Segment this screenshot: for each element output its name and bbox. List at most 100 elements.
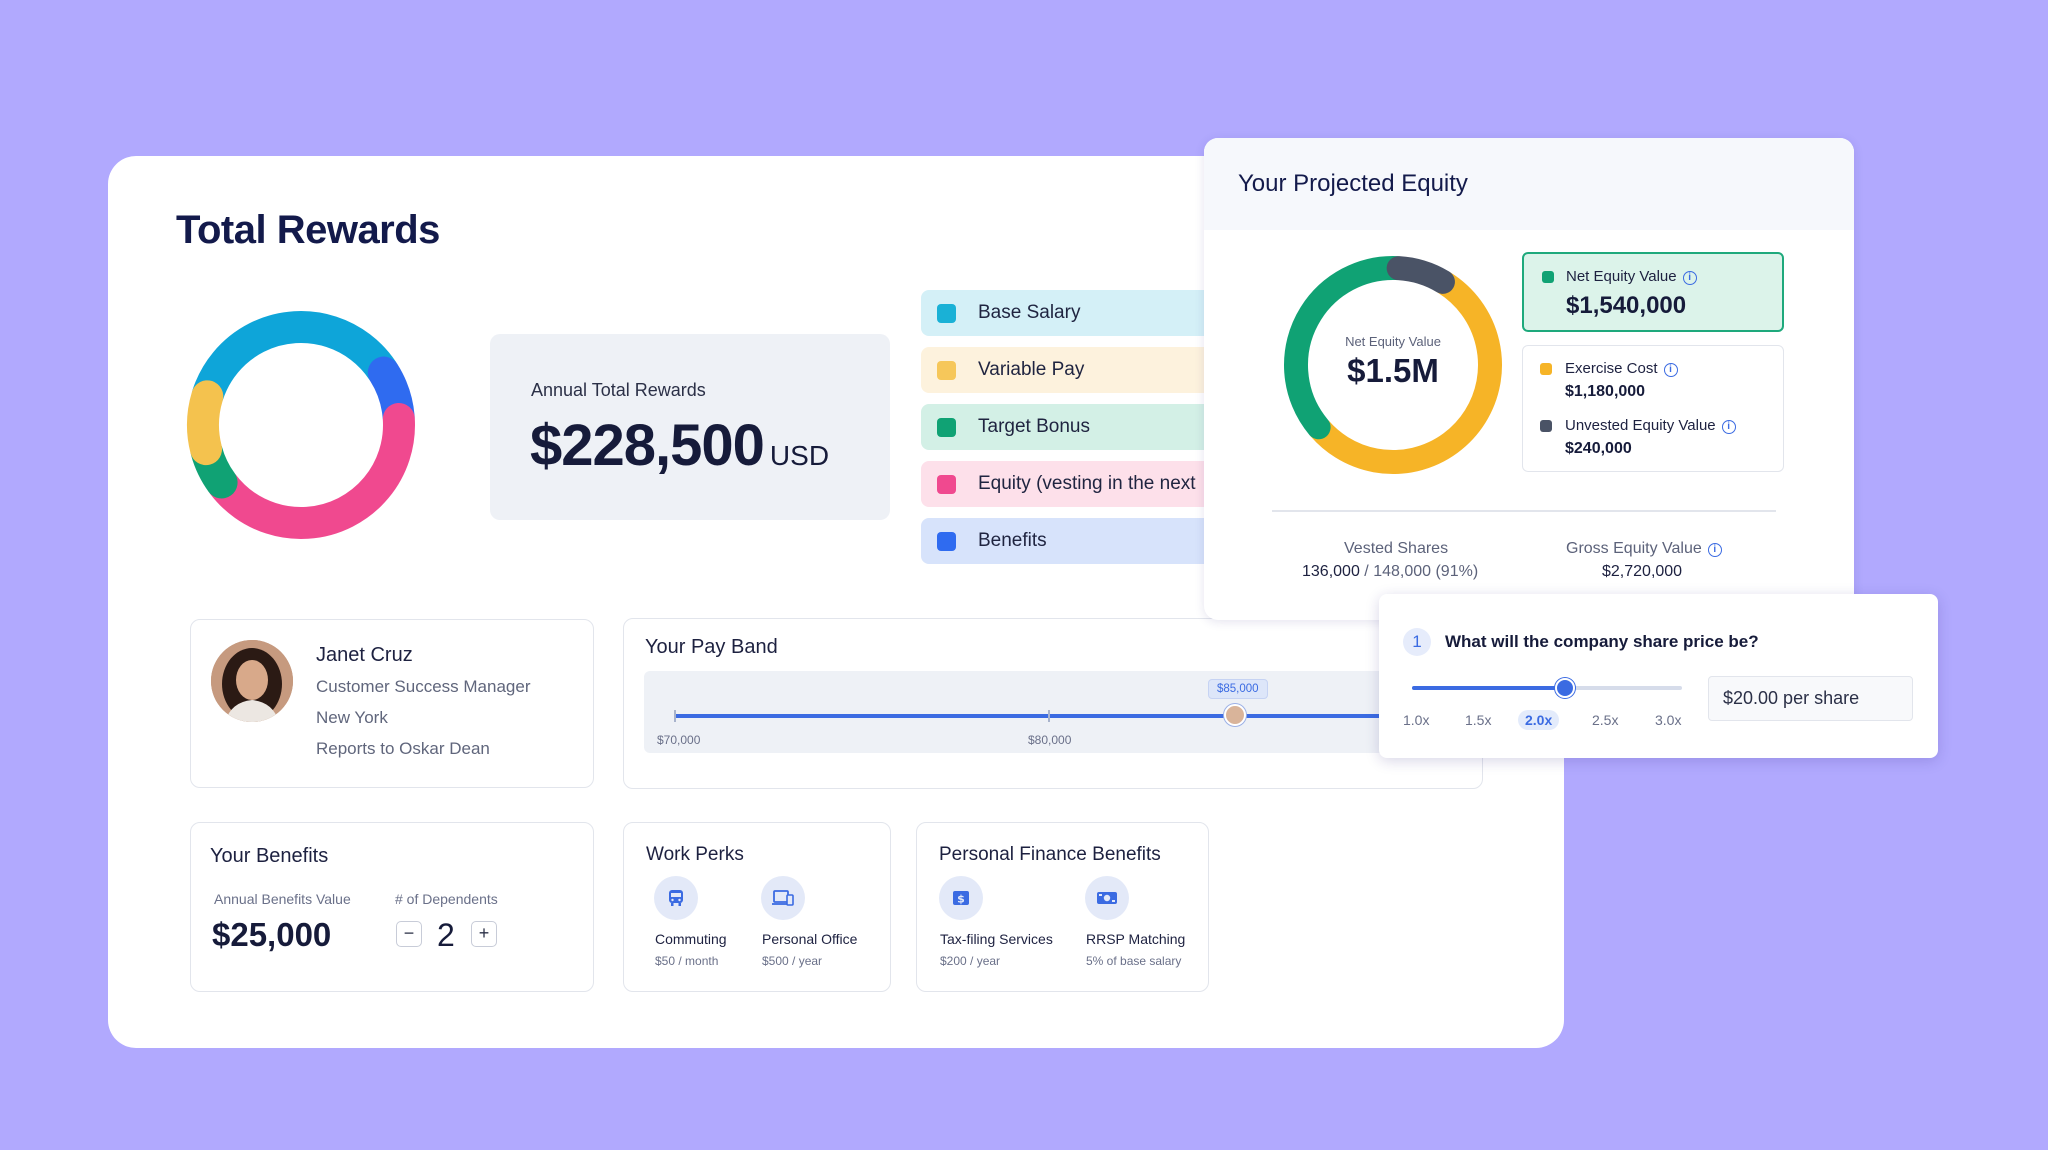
profile-reports-to: Reports to Oskar Dean: [316, 739, 490, 758]
dependents-minus-button[interactable]: −: [396, 921, 422, 947]
svg-text:$: $: [957, 893, 965, 906]
cash-icon: [1085, 876, 1129, 920]
legend-equity[interactable]: Equity (vesting in the next: [921, 461, 1221, 507]
info-icon[interactable]: i: [1663, 363, 1678, 377]
share-price-slider[interactable]: [1412, 678, 1682, 698]
work-perks-card: Work Perks Commuting $50 / month Persona…: [623, 822, 891, 992]
slider-handle[interactable]: [1554, 678, 1575, 698]
legend-base-salary[interactable]: Base Salary: [921, 290, 1221, 336]
equityDonut-segment: [1284, 256, 1502, 474]
legend-swatch: [937, 531, 956, 551]
info-icon[interactable]: i: [1707, 543, 1722, 557]
legend-label: Equity (vesting in the next: [978, 473, 1196, 494]
equity-center-value: $1.5M: [1347, 352, 1439, 389]
dependents-plus-button[interactable]: +: [471, 921, 497, 947]
legend-label: Variable Pay: [978, 359, 1085, 380]
pay-band-line: [674, 714, 1464, 718]
exercise-cost-value: $1,180,000: [1565, 383, 1646, 400]
vested-shares-label: Vested Shares: [1344, 540, 1449, 557]
personal-finance-title: Personal Finance Benefits: [939, 844, 1161, 865]
benefits-title: Your Benefits: [210, 845, 329, 867]
pay-band-current-label: $85,000: [1208, 679, 1268, 699]
perk-commuting-name: Commuting: [655, 931, 727, 947]
legend-label: Target Bonus: [978, 416, 1090, 437]
equityDonut-segment: [1284, 256, 1502, 474]
finance-tax-sub: $200 / year: [940, 954, 1001, 968]
net-equity-box[interactable]: Net Equity Value i $1,540,000: [1522, 252, 1784, 332]
legend-swatch: [937, 360, 956, 380]
legend-swatch: [937, 474, 956, 494]
perk-personal-office-name: Personal Office: [762, 931, 858, 947]
unvested-label: Unvested Equity Value i: [1565, 417, 1736, 434]
gross-equity-value: $2,720,000: [1602, 563, 1683, 580]
pay-band-card: Your Pay Band $70,000 $80,000 $85,000: [623, 618, 1483, 789]
legend-benefits[interactable]: Benefits: [921, 518, 1221, 564]
vested-shares-count: 136,000: [1302, 563, 1360, 580]
legend-swatch: [937, 303, 956, 323]
slider-tick[interactable]: 3.0x: [1655, 712, 1682, 728]
gross-equity-label-text: Gross Equity Value: [1566, 540, 1702, 557]
finance-rrsp-name: RRSP Matching: [1086, 931, 1186, 947]
annual-benefits-value: $25,000: [212, 916, 332, 953]
equity-donut: [1284, 256, 1502, 474]
annual-total-amount: $228,500: [530, 413, 765, 478]
devices-icon: [761, 876, 805, 920]
slider-tick[interactable]: 1.5x: [1465, 712, 1492, 728]
annual-total-rewards-box: Annual Total Rewards $228,500 USD: [490, 334, 890, 520]
finance-tax-name: Tax-filing Services: [940, 931, 1053, 947]
profile-card: Janet Cruz Customer Success Manager New …: [190, 619, 594, 788]
net-equity-label: Net Equity Value i: [1566, 268, 1697, 285]
pay-band-marker: [1224, 704, 1246, 726]
rewardsDonut-segment: [187, 311, 415, 539]
exercise-cost-label: Exercise Cost i: [1565, 360, 1678, 377]
profile-role: Customer Success Manager: [316, 677, 531, 696]
exercise-cost-label-text: Exercise Cost: [1565, 360, 1658, 377]
equity-center-label: Net Equity Value: [1345, 334, 1441, 349]
projected-equity-title: Your Projected Equity: [1238, 170, 1468, 197]
slider-tick[interactable]: 2.5x: [1592, 712, 1619, 728]
projected-equity-card: Your Projected Equity Net Equity Value $…: [1204, 138, 1854, 620]
pay-band-track: $70,000 $80,000 $85,000: [644, 671, 1464, 753]
annual-total-value: $228,500 USD: [530, 412, 829, 479]
share-price-input[interactable]: [1708, 676, 1913, 721]
personal-finance-card: Personal Finance Benefits $ Tax-filing S…: [916, 822, 1209, 992]
benefits-card: Your Benefits Annual Benefits Value # of…: [190, 822, 594, 992]
net-equity-swatch: [1542, 271, 1554, 283]
slider-tick[interactable]: 2.0x: [1518, 710, 1560, 730]
vested-shares-total: / 148,000 (91%): [1364, 563, 1479, 580]
perk-commuting-sub: $50 / month: [655, 954, 719, 968]
share-price-card: 1 What will the company share price be? …: [1379, 594, 1938, 758]
gross-equity-label: Gross Equity Value i: [1566, 540, 1722, 558]
perk-personal-office-sub: $500 / year: [762, 954, 823, 968]
dollar-doc-icon: $: [939, 876, 983, 920]
legend-variable-pay[interactable]: Variable Pay: [921, 347, 1221, 393]
annual-benefits-label: Annual Benefits Value: [214, 891, 351, 907]
finance-rrsp-sub: 5% of base salary: [1086, 954, 1182, 968]
pay-band-tick-mid: [1048, 710, 1050, 722]
unvested-swatch: [1540, 420, 1552, 432]
avatar: [211, 640, 293, 722]
page-title: Total Rewards: [176, 208, 440, 252]
work-perks-title: Work Perks: [646, 844, 744, 865]
legend-label: Base Salary: [978, 302, 1081, 323]
legend-target-bonus[interactable]: Target Bonus: [921, 404, 1221, 450]
info-icon[interactable]: i: [1721, 420, 1736, 434]
slider-fill: [1412, 686, 1565, 690]
pay-band-mid-label: $80,000: [1028, 733, 1072, 747]
equity-breakdown-box: Exercise Cost i $1,180,000 Unvested Equit…: [1522, 345, 1784, 472]
annual-total-currency: USD: [769, 440, 830, 471]
question-number: 1: [1403, 628, 1431, 656]
legend-swatch: [937, 417, 956, 437]
total-rewards-donut: [187, 311, 415, 539]
vested-shares-value: 136,000 / 148,000 (91%): [1302, 563, 1478, 581]
unvested-value: $240,000: [1565, 440, 1632, 457]
question-text: What will the company share price be?: [1445, 632, 1759, 651]
profile-name: Janet Cruz: [316, 644, 413, 666]
dependents-label: # of Dependents: [395, 891, 498, 907]
profile-location: New York: [316, 708, 388, 727]
pay-band-tick-min: [674, 710, 676, 722]
slider-tick[interactable]: 1.0x: [1403, 712, 1430, 728]
pay-band-title: Your Pay Band: [645, 636, 778, 658]
info-icon[interactable]: i: [1682, 271, 1697, 285]
dependents-value: 2: [437, 917, 455, 953]
